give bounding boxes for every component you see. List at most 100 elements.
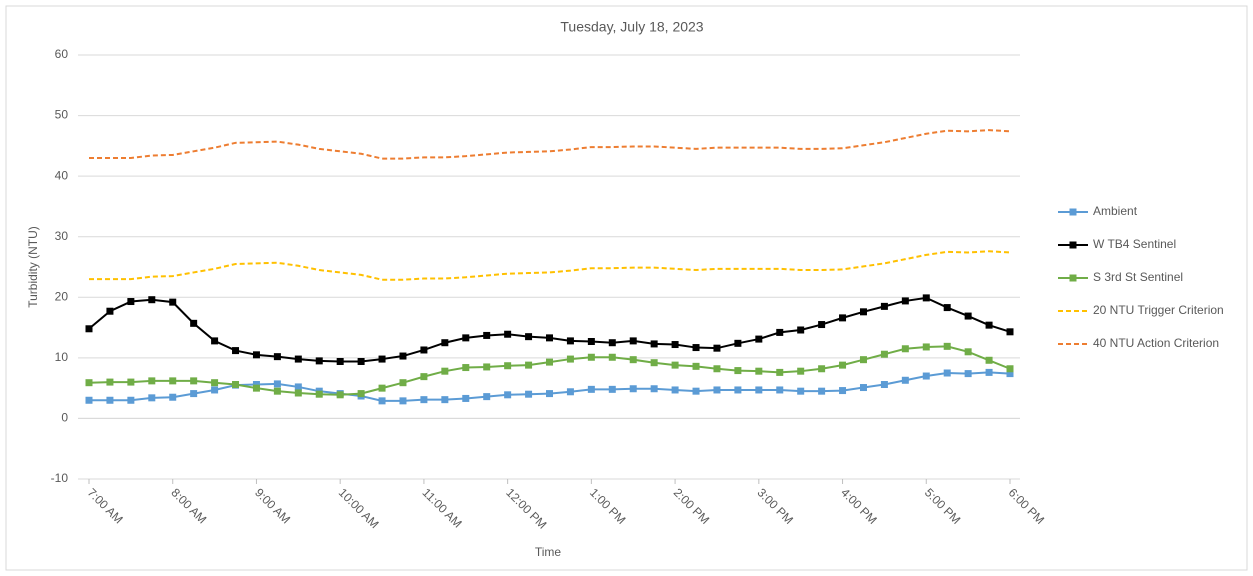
legend-marker — [1069, 241, 1077, 249]
data-point — [148, 394, 156, 402]
data-point — [483, 363, 491, 371]
data-point — [608, 385, 616, 393]
data-point — [357, 357, 365, 365]
data-point — [169, 377, 177, 385]
data-point — [713, 386, 721, 394]
data-point — [127, 378, 135, 386]
data-point — [797, 326, 805, 334]
data-point — [378, 397, 386, 405]
data-point — [106, 396, 114, 404]
data-point — [462, 364, 470, 372]
data-point — [880, 381, 888, 389]
legend-label: Ambient — [1093, 204, 1138, 218]
data-point — [713, 365, 721, 373]
data-point — [629, 385, 637, 393]
data-point — [190, 319, 198, 327]
data-point — [378, 355, 386, 363]
data-point — [692, 344, 700, 352]
data-point — [546, 390, 553, 398]
y-tick-label: 20 — [55, 289, 69, 303]
data-point — [294, 355, 302, 363]
data-point — [608, 353, 616, 361]
data-point — [755, 367, 763, 375]
data-point — [985, 356, 993, 364]
data-point — [273, 387, 281, 395]
data-point — [629, 356, 637, 364]
data-point — [336, 391, 344, 399]
data-point — [566, 388, 574, 396]
data-point — [650, 385, 658, 393]
data-point — [273, 380, 281, 388]
legend-label: 20 NTU Trigger Criterion — [1093, 303, 1224, 317]
legend-label: W TB4 Sentinel — [1093, 237, 1176, 251]
data-point — [713, 344, 721, 352]
data-point — [776, 328, 784, 336]
legend-label: 40 NTU Action Criterion — [1093, 336, 1219, 350]
data-point — [776, 386, 784, 394]
y-axis-title: Turbidity (NTU) — [26, 226, 40, 308]
data-point — [943, 369, 951, 377]
data-point — [483, 331, 491, 339]
y-tick-label: 0 — [61, 411, 68, 425]
data-point — [252, 384, 260, 392]
data-point — [127, 298, 135, 306]
data-point — [441, 339, 449, 347]
legend-label: S 3rd St Sentinel — [1093, 270, 1183, 284]
data-point — [755, 335, 763, 343]
data-point — [441, 367, 449, 375]
legend-marker — [1069, 274, 1077, 282]
data-point — [1006, 328, 1014, 336]
data-point — [818, 387, 826, 395]
data-point — [294, 389, 302, 397]
data-point — [232, 381, 240, 389]
data-point — [880, 350, 888, 358]
data-point — [399, 352, 407, 360]
data-point — [901, 376, 909, 384]
data-point — [692, 362, 700, 370]
data-point — [357, 390, 365, 398]
data-point — [922, 343, 930, 351]
data-point — [943, 304, 951, 312]
data-point — [420, 373, 428, 381]
data-point — [315, 390, 323, 398]
data-point — [232, 347, 240, 355]
x-axis-title: Time — [535, 545, 562, 559]
data-point — [964, 370, 972, 378]
data-point — [859, 356, 867, 364]
data-point — [671, 361, 679, 369]
data-point — [566, 337, 574, 345]
series-line — [89, 250, 1011, 281]
data-point — [85, 325, 93, 333]
data-point — [378, 384, 386, 392]
legend-marker — [1069, 208, 1077, 216]
data-point — [943, 342, 951, 350]
data-point — [525, 333, 533, 341]
y-tick-label: 60 — [55, 47, 69, 61]
data-point — [420, 346, 428, 354]
y-tick-label: 30 — [55, 229, 69, 243]
data-point — [148, 377, 156, 385]
data-point — [587, 353, 595, 361]
y-tick-label: 40 — [55, 168, 69, 182]
data-point — [504, 362, 512, 370]
data-point — [525, 390, 533, 398]
y-tick-label: -10 — [51, 471, 69, 485]
data-point — [650, 359, 658, 367]
data-point — [797, 367, 805, 375]
y-tick-label: 50 — [55, 108, 69, 122]
data-point — [566, 355, 574, 363]
data-point — [252, 351, 260, 359]
data-point — [211, 379, 219, 387]
data-point — [106, 378, 114, 386]
data-point — [252, 381, 260, 389]
data-point — [797, 387, 805, 395]
data-point — [880, 302, 888, 310]
data-point — [85, 379, 93, 387]
data-point — [734, 367, 742, 375]
chart-title: Tuesday, July 18, 2023 — [560, 19, 703, 35]
data-point — [964, 348, 972, 356]
data-point — [211, 386, 219, 394]
data-point — [85, 396, 93, 404]
